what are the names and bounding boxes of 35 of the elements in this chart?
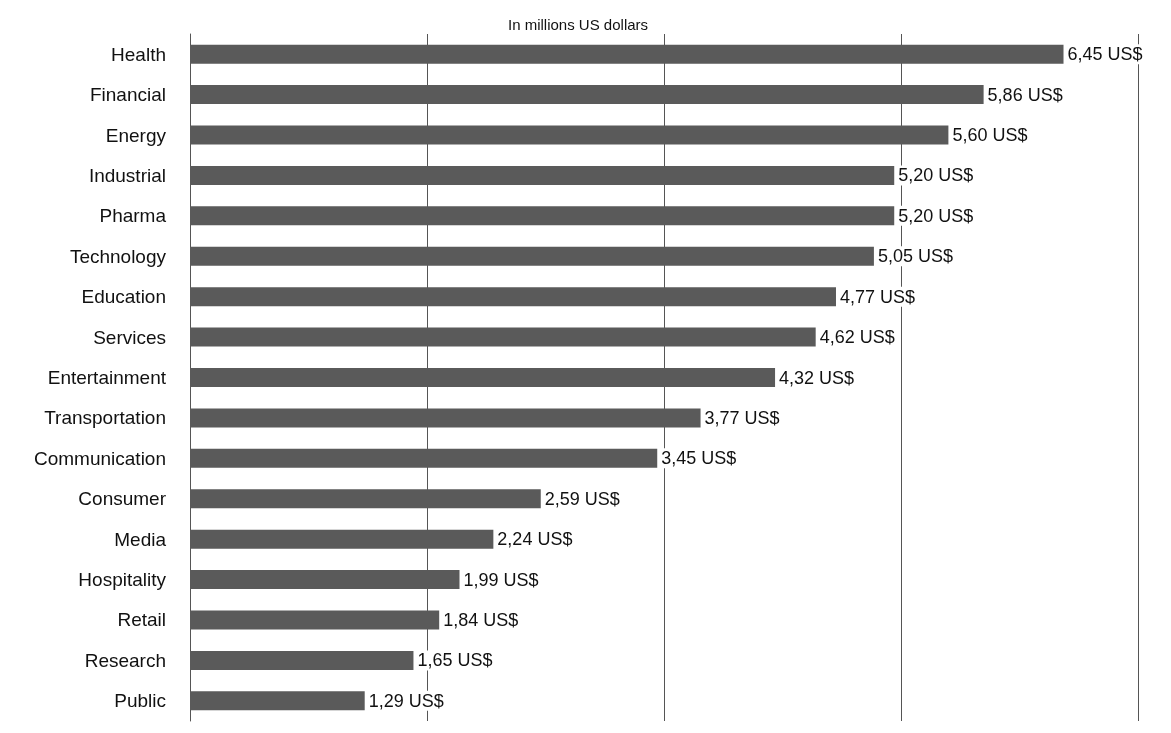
y-tick-label: Research [84, 649, 166, 671]
y-tick-label: Energy [105, 124, 167, 146]
y-tick-label: Education [81, 286, 166, 308]
data-label: 5,20 US$ [898, 165, 974, 186]
y-tick-label: Retail [117, 609, 166, 631]
data-label: 3,45 US$ [661, 448, 737, 469]
y-tick-label: Industrial [88, 164, 166, 186]
data-label: 2,24 US$ [497, 529, 573, 550]
data-label: 1,84 US$ [443, 609, 519, 630]
y-tick-label: Public [114, 690, 166, 712]
y-tick-label: Consumer [78, 488, 167, 510]
data-label: 3,77 US$ [704, 407, 780, 428]
y-tick-label: Services [93, 326, 166, 348]
data-label: 4,62 US$ [819, 327, 895, 348]
y-tick-label: Entertainment [47, 367, 167, 388]
y-tick-label: Media [114, 528, 167, 550]
data-label: 5,20 US$ [898, 205, 974, 226]
y-tick-label: Pharma [99, 205, 167, 227]
data-label: 5,05 US$ [877, 246, 953, 267]
y-tick-label: Technology [69, 245, 167, 267]
data-label: 1,99 US$ [463, 569, 539, 590]
y-tick-label: Health [111, 43, 166, 65]
y-tick-label: Hospitality [78, 569, 167, 591]
data-label: 5,86 US$ [987, 84, 1063, 105]
chart-title: In millions US dollars [508, 16, 649, 33]
data-label: 4,77 US$ [839, 286, 916, 307]
data-label: 5,60 US$ [952, 125, 1028, 146]
data-label: 4,32 US$ [779, 367, 855, 388]
y-tick-label: Financial [89, 84, 166, 106]
data-label: 6,45 US$ [1067, 44, 1143, 65]
data-label: 1,29 US$ [368, 690, 444, 711]
data-label: 2,59 US$ [544, 488, 620, 509]
y-tick-label: Transportation [44, 407, 166, 429]
data-label: 1,65 US$ [417, 650, 493, 671]
y-tick-label: Communication [34, 447, 166, 469]
